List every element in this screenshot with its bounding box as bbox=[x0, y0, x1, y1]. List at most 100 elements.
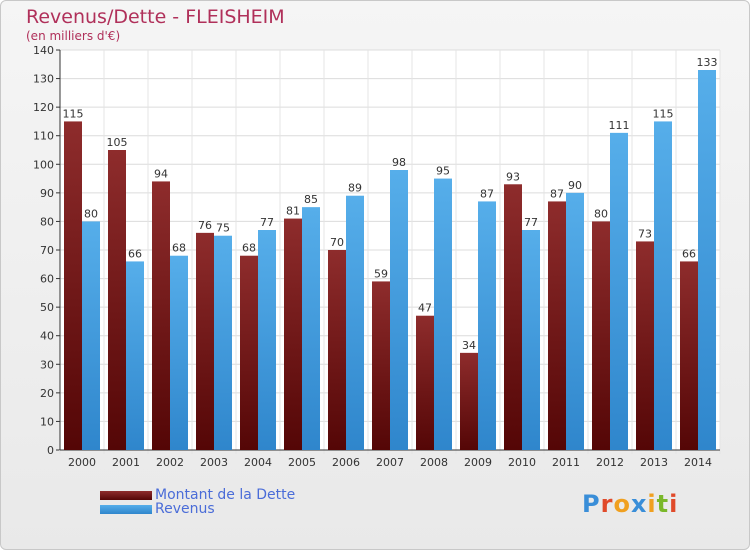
bar-dette bbox=[548, 201, 566, 450]
data-label-revenus: 115 bbox=[653, 107, 674, 120]
y-tick-label: 110 bbox=[33, 130, 54, 143]
chart-title: Revenus/Dette - FLEISHEIM bbox=[26, 6, 285, 28]
bar-revenus bbox=[346, 195, 364, 450]
y-tick-label: 120 bbox=[33, 101, 54, 114]
logo-letter: P bbox=[582, 490, 601, 518]
bar-revenus bbox=[390, 170, 408, 450]
bar-dette bbox=[416, 315, 434, 450]
data-label-revenus: 68 bbox=[172, 242, 186, 255]
x-tick-label: 2001 bbox=[112, 456, 140, 469]
data-label-revenus: 95 bbox=[436, 165, 450, 178]
x-tick-label: 2007 bbox=[376, 456, 404, 469]
y-tick-label: 0 bbox=[47, 444, 54, 457]
proxiti-logo: Proxiti bbox=[582, 490, 678, 518]
data-label-dette: 81 bbox=[286, 205, 300, 218]
x-tick-label: 2013 bbox=[640, 456, 668, 469]
data-label-dette: 70 bbox=[330, 236, 344, 249]
bars bbox=[64, 70, 716, 451]
x-tick-label: 2000 bbox=[68, 456, 96, 469]
data-label-revenus: 133 bbox=[697, 56, 718, 69]
data-label-revenus: 77 bbox=[260, 216, 274, 229]
bar-revenus bbox=[434, 178, 452, 451]
logo-letter: i bbox=[669, 490, 679, 518]
data-label-revenus: 90 bbox=[568, 179, 582, 192]
logo-letter: t bbox=[656, 490, 670, 518]
bar-revenus bbox=[654, 121, 672, 450]
data-label-dette: 115 bbox=[63, 107, 84, 120]
data-label-dette: 47 bbox=[418, 302, 432, 315]
legend-swatch-revenus bbox=[100, 504, 152, 514]
data-label-revenus: 77 bbox=[524, 216, 538, 229]
logo-letter: r bbox=[600, 490, 614, 518]
legend-label-revenus: Revenus bbox=[155, 501, 215, 517]
bar-dette bbox=[240, 255, 258, 450]
data-label-revenus: 80 bbox=[84, 207, 98, 220]
bar-revenus bbox=[610, 132, 628, 450]
x-tick-label: 2014 bbox=[684, 456, 712, 469]
bar-revenus bbox=[170, 255, 188, 450]
y-tick-label: 90 bbox=[40, 187, 54, 200]
x-tick-label: 2005 bbox=[288, 456, 316, 469]
bar-dette bbox=[328, 250, 346, 450]
y-tick-label: 130 bbox=[33, 73, 54, 86]
bar-revenus bbox=[478, 201, 496, 450]
data-label-revenus: 111 bbox=[609, 119, 630, 132]
x-tick-label: 2006 bbox=[332, 456, 360, 469]
data-label-dette: 34 bbox=[462, 339, 476, 352]
data-label-revenus: 89 bbox=[348, 182, 362, 195]
data-label-dette: 59 bbox=[374, 267, 388, 280]
bar-dette bbox=[196, 232, 214, 450]
bar-revenus bbox=[698, 70, 716, 450]
x-tick-label: 2002 bbox=[156, 456, 184, 469]
y-tick-label: 20 bbox=[40, 387, 54, 400]
data-label-revenus: 87 bbox=[480, 187, 494, 200]
bar-dette bbox=[64, 121, 82, 450]
bar-revenus bbox=[214, 235, 232, 450]
x-tick-label: 2003 bbox=[200, 456, 228, 469]
legend-swatch-debt bbox=[100, 490, 152, 500]
bar-dette bbox=[284, 218, 302, 450]
bar-dette bbox=[636, 241, 654, 450]
bar-dette bbox=[372, 281, 390, 450]
bar-revenus bbox=[258, 230, 276, 450]
bar-dette bbox=[592, 221, 610, 450]
x-tick-label: 2009 bbox=[464, 456, 492, 469]
bar-revenus bbox=[302, 207, 320, 450]
legend-label-debt: Montant de la Dette bbox=[155, 487, 296, 503]
data-label-dette: 68 bbox=[242, 242, 256, 255]
bar-dette bbox=[504, 184, 522, 451]
y-tick-label: 10 bbox=[40, 415, 54, 428]
labels: 0 10 20 30 40 50 60 70 80 90 100 110 120 130 140 115 80 2… bbox=[33, 44, 718, 469]
x-tick-label: 2004 bbox=[244, 456, 272, 469]
y-tick-label: 50 bbox=[40, 301, 54, 314]
data-label-dette: 76 bbox=[198, 219, 212, 232]
y-tick-label: 30 bbox=[40, 358, 54, 371]
logo-letter: i bbox=[647, 490, 657, 518]
data-label-dette: 80 bbox=[594, 207, 608, 220]
x-tick-label: 2012 bbox=[596, 456, 624, 469]
y-tick-label: 40 bbox=[40, 330, 54, 343]
data-label-revenus: 98 bbox=[392, 156, 406, 169]
x-tick-label: 2010 bbox=[508, 456, 536, 469]
legend-item-revenus: Revenus bbox=[100, 501, 215, 517]
x-tick-label: 2011 bbox=[552, 456, 580, 469]
bar-revenus bbox=[82, 221, 100, 450]
y-tick-label: 80 bbox=[40, 215, 54, 228]
data-label-dette: 66 bbox=[682, 247, 696, 260]
data-label-dette: 87 bbox=[550, 187, 564, 200]
logo-letter: x bbox=[630, 490, 648, 518]
bar-dette bbox=[152, 181, 170, 450]
logo-letter: o bbox=[613, 490, 631, 518]
data-label-revenus: 75 bbox=[216, 222, 230, 235]
data-label-dette: 73 bbox=[638, 227, 652, 240]
y-tick-label: 100 bbox=[33, 158, 54, 171]
data-label-revenus: 66 bbox=[128, 247, 142, 260]
x-tick-label: 2008 bbox=[420, 456, 448, 469]
bar-revenus bbox=[566, 192, 584, 450]
bar-revenus bbox=[126, 261, 144, 450]
data-label-revenus: 85 bbox=[304, 193, 318, 206]
data-label-dette: 105 bbox=[107, 136, 128, 149]
y-tick-label: 70 bbox=[40, 244, 54, 257]
data-label-dette: 94 bbox=[154, 167, 168, 180]
